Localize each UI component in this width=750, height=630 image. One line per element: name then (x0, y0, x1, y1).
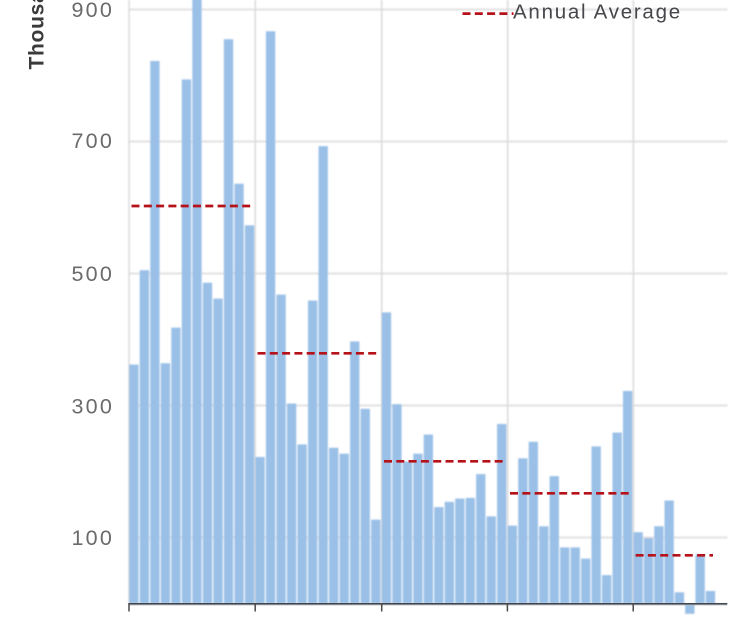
svg-text:500: 500 (72, 262, 114, 286)
svg-text:900: 900 (72, 0, 114, 22)
svg-text:300: 300 (72, 394, 114, 418)
svg-text:Annual Average: Annual Average (513, 0, 682, 23)
svg-text:Thousands: Thousands (26, 0, 49, 70)
svg-text:100: 100 (72, 526, 114, 550)
svg-text:700: 700 (72, 129, 114, 153)
